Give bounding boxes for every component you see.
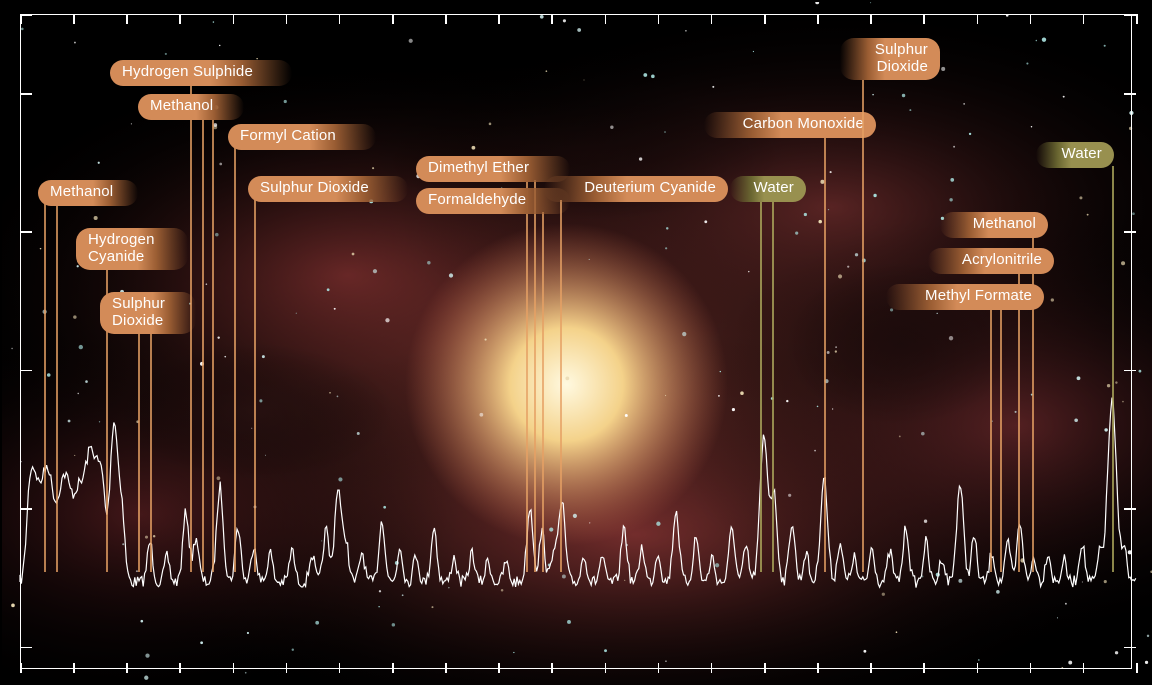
x-tick [977,663,979,673]
y-tick [20,93,32,95]
x-tick [658,14,660,24]
x-tick [1083,663,1085,673]
y-tick [20,508,32,510]
x-tick [870,14,872,24]
ticks-layer [2,2,1150,681]
x-tick [551,663,553,673]
x-tick [498,663,500,673]
x-tick [233,663,235,673]
x-tick [605,14,607,24]
x-tick [339,663,341,673]
x-tick [20,663,22,673]
x-tick [977,14,979,24]
y-tick [1124,647,1136,649]
x-tick [126,663,128,673]
x-tick [764,14,766,24]
x-tick [126,14,128,24]
x-tick [711,663,713,673]
x-tick [286,14,288,24]
x-tick [179,663,181,673]
y-tick [1124,508,1136,510]
y-tick [20,370,32,372]
x-tick [392,14,394,24]
x-tick [711,14,713,24]
x-tick [339,14,341,24]
y-tick [1124,370,1136,372]
y-tick [1124,231,1136,233]
x-tick [817,14,819,24]
y-tick [20,231,32,233]
x-tick [1030,663,1032,673]
y-tick [1124,14,1136,16]
y-tick [20,14,32,16]
x-tick [817,663,819,673]
x-tick [1136,14,1138,24]
x-tick [445,663,447,673]
x-tick [764,663,766,673]
x-tick [179,14,181,24]
x-tick [870,663,872,673]
x-tick [445,14,447,24]
x-tick [923,663,925,673]
x-tick [392,663,394,673]
x-tick [551,14,553,24]
x-tick [498,14,500,24]
x-tick [286,663,288,673]
x-tick [73,663,75,673]
y-tick [20,647,32,649]
x-tick [73,14,75,24]
x-tick [20,14,22,24]
x-tick [658,663,660,673]
x-tick [1030,14,1032,24]
spectral-chart: MethanolHydrogen CyanideSulphur DioxideH… [0,0,1152,683]
x-tick [605,663,607,673]
x-tick [233,14,235,24]
x-tick [923,14,925,24]
x-tick [1083,14,1085,24]
y-tick [1124,93,1136,95]
x-tick [1136,663,1138,673]
